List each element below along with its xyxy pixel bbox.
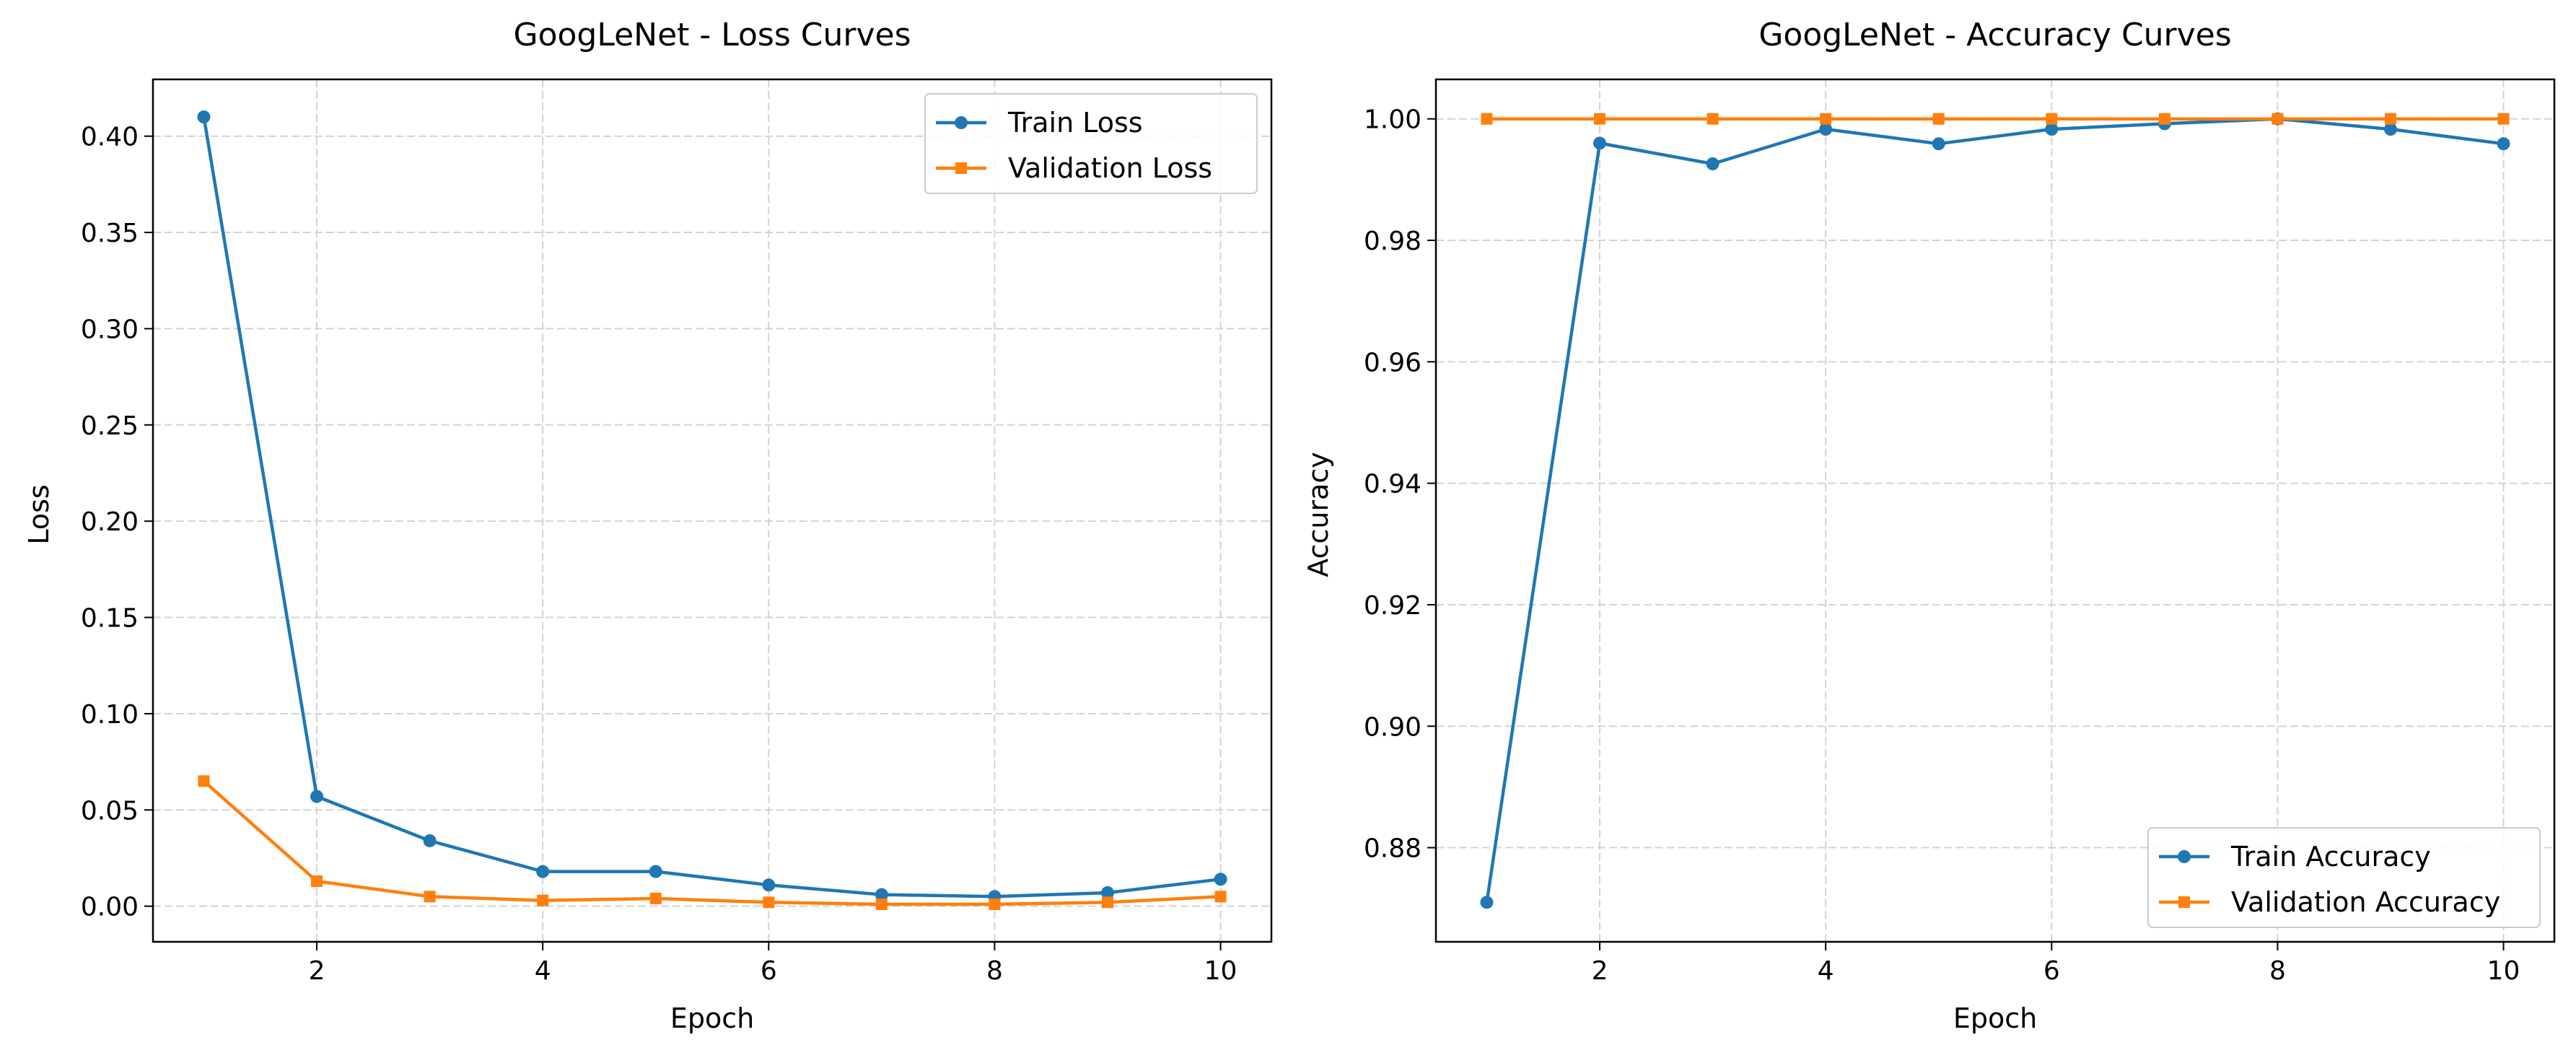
loss-x-tick-label: 4 [535,956,551,986]
validation-loss-marker [1214,891,1227,903]
validation-loss-marker [198,775,210,787]
validation-loss-marker [763,896,775,909]
accuracy-x-tick-label: 8 [2269,956,2286,986]
loss-y-tick-label: 0.30 [81,315,139,344]
validation-accuracy-marker [1594,113,1606,125]
loss-y-tick-label: 0.10 [81,700,139,730]
validation-accuracy-marker [2046,113,2058,125]
train-accuracy-marker [1706,157,1719,170]
accuracy-y-tick-label: 0.90 [1364,712,1421,742]
loss-y-tick-label: 0.35 [81,219,139,248]
loss-y-tick-label: 0.25 [81,411,139,441]
accuracy-y-tick-label: 0.92 [1364,591,1421,621]
validation-accuracy-marker [1820,113,1832,125]
train-loss-legend-marker [955,116,968,129]
loss-x-tick-label: 8 [986,956,1003,986]
validation-loss-marker [537,894,549,906]
accuracy-x-tick-label: 2 [1592,956,1608,986]
validation-accuracy-marker [1707,113,1719,125]
train-accuracy-legend-marker [2178,850,2191,863]
train-loss-marker [197,110,211,124]
accuracy-y-tick-label: 0.96 [1364,348,1421,377]
train-accuracy-marker [2497,137,2510,151]
loss-chart-panel: GoogLeNet - Loss Curves Epoch Loss 2 4 6 8 1… [23,17,1273,1034]
accuracy-legend-box [2147,827,2541,928]
loss-y-tick-label: 0.00 [81,893,139,922]
validation-accuracy-marker [2384,113,2396,125]
train-loss-line [202,116,1221,899]
loss-x-tick-label: 6 [761,956,777,986]
train-accuracy-marker [2045,123,2059,136]
train-accuracy-marker [2383,123,2397,136]
train-loss-legend-label: Train Loss [1007,107,1143,139]
train-accuracy-marker [1593,136,1607,150]
validation-accuracy-marker [2497,113,2510,125]
loss-legend: Train Loss Validation Loss [924,93,1258,194]
train-loss-marker [649,865,662,878]
accuracy-chart-ylabel: Accuracy [1302,452,1334,577]
train-loss-marker [762,878,776,892]
accuracy-x-tick-label: 10 [2487,956,2520,986]
accuracy-y-tick-label: 0.94 [1364,470,1421,499]
loss-y-tick-label: 0.40 [81,123,139,152]
loss-chart-xlabel: Epoch [670,1002,754,1034]
train-accuracy-marker [1480,896,1494,909]
accuracy-x-tick-label: 4 [1818,956,1834,986]
validation-accuracy-marker [2158,113,2170,125]
validation-loss-legend-label: Validation Loss [1008,152,1212,184]
validation-loss-marker [1101,896,1113,909]
accuracy-chart-title: GoogLeNet - Accuracy Curves [1758,17,2231,53]
loss-x-tick-label: 2 [309,956,325,986]
train-accuracy-marker [1932,137,1945,151]
accuracy-y-tick-label: 1.00 [1364,105,1421,135]
validation-accuracy-marker [1481,113,1493,125]
train-loss-marker [423,834,437,847]
train-loss-marker [875,888,888,901]
loss-x-tick-label: 10 [1204,956,1237,986]
accuracy-y-tick-label: 0.88 [1364,834,1421,864]
train-accuracy-line [1485,117,2504,903]
loss-chart-title: GoogLeNet - Loss Curves [514,17,911,53]
loss-y-tick-label: 0.15 [81,604,139,634]
validation-accuracy-legend-marker [2178,896,2190,908]
loss-legend-box [924,93,1258,194]
loss-y-tick-label: 0.05 [81,796,139,826]
train-loss-marker [536,865,550,878]
loss-y-tick-label: 0.20 [81,507,139,537]
train-accuracy-legend-label: Train Accuracy [2230,841,2431,873]
train-accuracy-marker [1819,123,1833,136]
validation-loss-marker [649,892,662,904]
validation-accuracy-marker [1932,113,1945,125]
loss-chart-ylabel: Loss [23,484,55,544]
accuracy-axes-frame [1434,78,2556,943]
validation-loss-legend-marker [955,162,967,174]
validation-accuracy-legend-label: Validation Accuracy [2231,886,2500,918]
accuracy-legend: Train Accuracy Validation Accuracy [2147,827,2541,928]
train-loss-marker [1214,873,1227,886]
validation-loss-marker [311,875,323,887]
validation-loss-marker [989,898,1001,910]
train-loss-marker [310,790,324,803]
validation-loss-line [203,779,1221,906]
accuracy-chart-panel: GoogLeNet - Accuracy Curves Epoch Accura… [1302,17,2556,1034]
validation-loss-marker [424,891,436,903]
train-loss-marker [1100,886,1114,899]
accuracy-chart-xlabel: Epoch [1953,1002,2037,1034]
accuracy-y-tick-label: 0.98 [1364,227,1421,256]
validation-accuracy-marker [2271,113,2284,125]
loss-axes-frame [152,78,1273,943]
validation-loss-marker [875,898,888,910]
accuracy-x-tick-label: 6 [2043,956,2060,986]
